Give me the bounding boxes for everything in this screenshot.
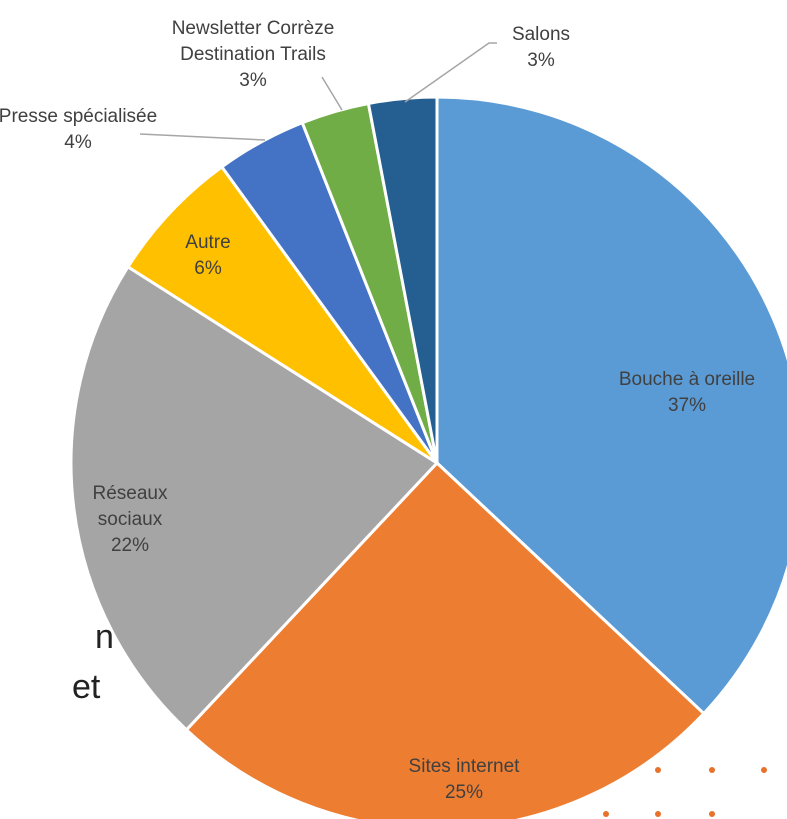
value-label: 37% (667, 395, 707, 416)
category-label: Salons (511, 24, 571, 45)
slice-label: Autre 6% (163, 230, 253, 282)
slice-label: Salons 3% (491, 22, 591, 74)
category-label: Bouche à oreille (618, 369, 756, 390)
background-text: n (95, 618, 114, 656)
decoration-dots (603, 767, 767, 817)
slice-label: Newsletter Corrèze Destination Trails 3% (123, 16, 383, 94)
slice-label: Réseaux sociaux 22% (70, 481, 190, 559)
pie-slice (366, 95, 439, 464)
slice-label: Bouche à oreille 37% (567, 367, 787, 419)
leader-line (404, 42, 497, 103)
slice-label: Presse spécialisée 4% (0, 104, 158, 156)
category-label: Autre (185, 232, 231, 253)
pie-slice (125, 164, 439, 465)
slice-label: Sites internet 25% (364, 754, 564, 806)
value-label: 3% (239, 70, 267, 91)
value-label: 4% (64, 132, 92, 153)
category-label: Presse spécialisée (0, 106, 158, 127)
value-label: 3% (527, 50, 555, 71)
leader-line (139, 133, 266, 141)
leader-line (321, 76, 343, 111)
pie-slice (69, 264, 440, 732)
background-text: et (72, 668, 101, 706)
pie-slice (435, 95, 787, 716)
value-label: 25% (444, 782, 484, 803)
value-label: 6% (194, 258, 222, 279)
value-label: 22% (110, 535, 150, 556)
category-label: Réseaux sociaux (92, 483, 168, 530)
pie-slice (184, 460, 706, 819)
category-label: Sites internet (408, 756, 520, 777)
category-label: Newsletter Corrèze Destination Trails (171, 18, 335, 65)
